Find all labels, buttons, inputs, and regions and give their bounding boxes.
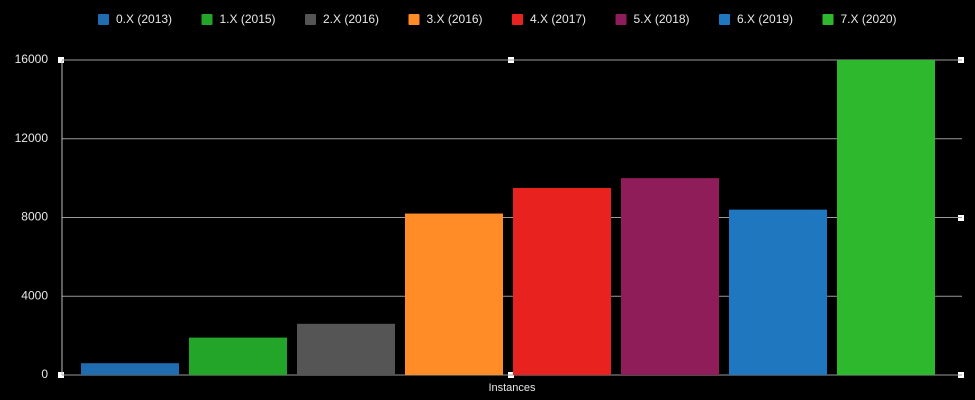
legend-label: 6.X (2019) — [737, 12, 793, 26]
y-tick-label: 4000 — [21, 288, 48, 302]
legend-label: 1.X (2015) — [220, 12, 276, 26]
y-tick-label: 8000 — [21, 210, 48, 224]
legend-label: 0.X (2013) — [116, 12, 172, 26]
legend-swatch — [408, 14, 420, 25]
bar — [729, 209, 827, 375]
bar — [621, 178, 719, 375]
bar — [81, 363, 179, 375]
bar — [513, 187, 611, 375]
bar — [297, 323, 395, 375]
bar — [837, 60, 935, 375]
legend-swatch — [305, 14, 316, 25]
legend-label: 4.X (2017) — [530, 12, 586, 26]
x-tick-label: Instances — [488, 382, 536, 394]
legend-label: 7.X (2020) — [841, 12, 897, 26]
legend-swatch — [201, 14, 213, 25]
legend-swatch — [98, 14, 109, 25]
legend-swatch — [512, 14, 523, 25]
y-tick-label: 12000 — [15, 131, 49, 145]
legend-label: 3.X (2016) — [427, 12, 483, 26]
legend-swatch — [719, 14, 730, 25]
y-tick-label: 0 — [41, 367, 48, 381]
bar — [405, 213, 503, 375]
legend-label: 5.X (2018) — [634, 12, 690, 26]
bar — [189, 337, 287, 375]
legend-label: 2.X (2016) — [323, 12, 379, 26]
legend-swatch — [615, 14, 627, 25]
y-tick-label: 16000 — [15, 52, 49, 66]
legend-swatch — [822, 14, 834, 25]
